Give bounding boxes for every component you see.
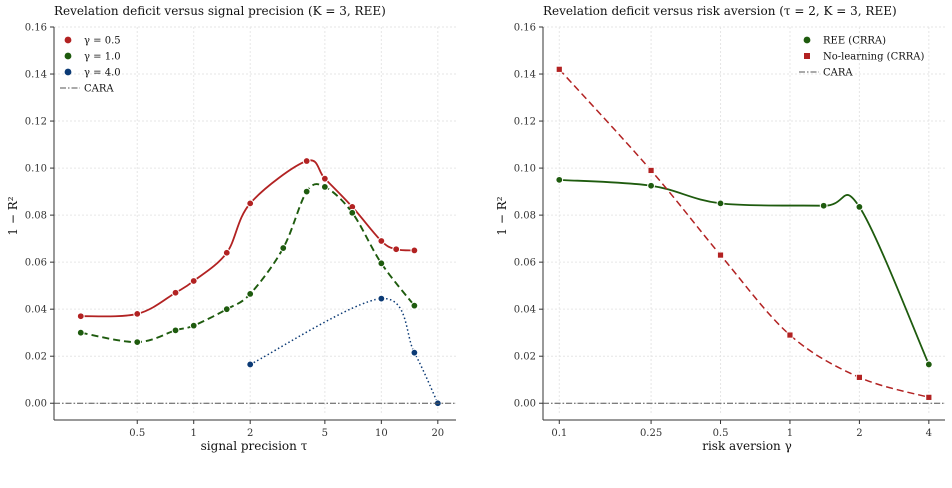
- data-point: [246, 289, 255, 298]
- data-point: [717, 251, 724, 259]
- data-point: [392, 245, 401, 254]
- y-tick-label: 0.06: [514, 258, 536, 269]
- data-point: [133, 309, 142, 318]
- data-point: [279, 244, 288, 252]
- x-axis-label: risk aversion γ: [702, 439, 792, 453]
- data-point: [819, 201, 828, 210]
- data-point: [302, 157, 311, 165]
- x-tick-label: 5: [322, 428, 328, 439]
- legend-label: CARA: [823, 68, 853, 79]
- x-tick-label: 2: [247, 428, 253, 439]
- x-tick-label: 10: [375, 428, 388, 439]
- legend-label: γ = 1.0: [84, 52, 121, 63]
- data-point: [377, 259, 386, 268]
- data-point: [133, 338, 142, 347]
- data-point: [856, 373, 863, 381]
- x-tick-label: 4: [926, 428, 932, 439]
- y-tick-label: 0.02: [514, 352, 536, 363]
- data-point: [76, 312, 85, 321]
- y-tick-label: 0.08: [25, 211, 47, 222]
- data-point: [222, 305, 231, 314]
- x-tick-label: 1: [787, 428, 793, 439]
- y-axis-label: 1 − R²: [6, 196, 20, 235]
- y-tick-label: 0.12: [25, 117, 47, 128]
- y-tick-label: 0.10: [514, 164, 536, 175]
- legend-label: γ = 4.0: [84, 68, 121, 79]
- data-point: [855, 202, 864, 211]
- data-point: [222, 248, 231, 257]
- data-point: [171, 326, 180, 335]
- data-point: [410, 246, 419, 255]
- x-tick-label: 0.1: [551, 428, 567, 439]
- data-point: [348, 208, 357, 217]
- y-tick-label: 0.16: [25, 23, 47, 34]
- x-tick-label: 20: [431, 428, 444, 439]
- y-axis-label: 1 − R²: [495, 196, 509, 235]
- data-point: [246, 360, 255, 369]
- y-tick-label: 0.14: [25, 70, 47, 81]
- data-point: [924, 360, 933, 369]
- legend-swatch: [804, 53, 810, 59]
- x-tick-label: 0.5: [713, 428, 729, 439]
- data-point: [555, 175, 564, 184]
- y-tick-label: 0.14: [514, 70, 536, 81]
- data-point: [555, 65, 563, 73]
- legend-swatch: [803, 36, 811, 44]
- y-tick-label: 0.12: [514, 117, 536, 128]
- x-axis-label: signal precision τ: [201, 439, 308, 453]
- data-point: [647, 181, 655, 190]
- series-line-2: [249, 297, 439, 404]
- data-point: [320, 174, 329, 183]
- series-line-0: [559, 178, 930, 365]
- legend-label: REE (CRRA): [823, 36, 886, 47]
- chart-title: Revelation deficit versus risk aversion …: [543, 4, 897, 18]
- y-tick-label: 0.04: [25, 305, 47, 316]
- y-tick-label: 0.00: [25, 399, 47, 410]
- y-tick-label: 0.16: [514, 23, 536, 34]
- legend-label: γ = 0.5: [84, 36, 121, 47]
- y-tick-label: 0.04: [514, 305, 536, 316]
- data-point: [377, 294, 386, 303]
- data-point: [410, 348, 419, 357]
- chart-signal-precision: Revelation deficit versus signal precisi…: [6, 4, 456, 453]
- data-point: [377, 237, 386, 245]
- chart-risk-aversion: Revelation deficit versus risk aversion …: [495, 4, 945, 453]
- y-tick-label: 0.00: [514, 399, 536, 410]
- legend-swatch: [64, 68, 72, 76]
- legend-swatch: [64, 36, 72, 44]
- x-tick-label: 0.25: [640, 428, 662, 439]
- data-point: [171, 288, 180, 297]
- y-tick-label: 0.02: [25, 352, 47, 363]
- y-tick-label: 0.08: [514, 211, 536, 222]
- data-point: [925, 393, 933, 401]
- data-point: [189, 321, 198, 330]
- data-point: [246, 199, 255, 208]
- legend-label: CARA: [84, 84, 114, 95]
- x-tick-label: 1: [191, 428, 197, 439]
- chart-title: Revelation deficit versus signal precisi…: [54, 4, 386, 18]
- data-point: [189, 277, 198, 285]
- data-point: [302, 187, 311, 196]
- data-point: [76, 328, 85, 337]
- x-tick-label: 2: [856, 428, 862, 439]
- data-point: [716, 199, 725, 208]
- y-tick-label: 0.10: [25, 164, 47, 175]
- y-tick-label: 0.06: [25, 258, 47, 269]
- data-point: [647, 167, 655, 174]
- data-point: [320, 183, 329, 191]
- legend-label: No-learning (CRRA): [823, 52, 925, 63]
- data-point: [410, 301, 419, 310]
- x-tick-label: 0.5: [129, 428, 145, 439]
- data-point: [786, 331, 794, 339]
- legend-swatch: [64, 52, 72, 60]
